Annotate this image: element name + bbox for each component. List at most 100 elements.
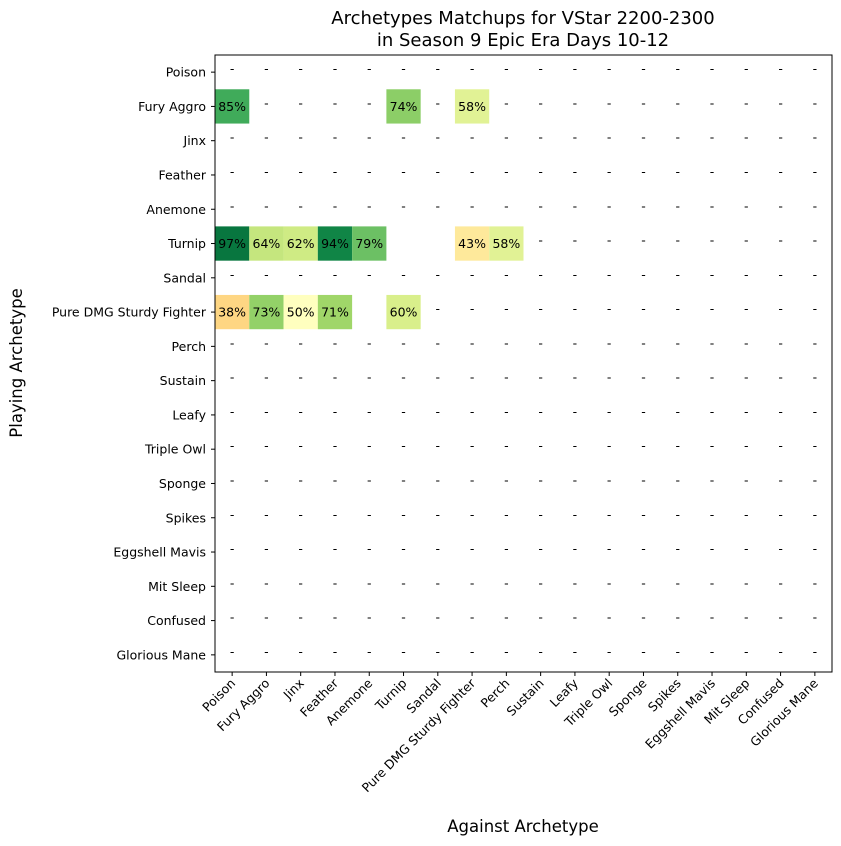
cell-label-turnip-vs-jinx: 62% — [287, 236, 315, 251]
missing-marker: - — [573, 370, 578, 385]
missing-marker: - — [538, 610, 543, 625]
missing-marker: - — [675, 61, 680, 76]
missing-markers: - - - - - - - - - - - - - - - - - - - - - - - - - - - - - - - - - - - - - - - -… — [230, 61, 817, 659]
missing-marker: - — [436, 472, 441, 487]
missing-marker: - — [333, 164, 338, 179]
missing-marker: - — [333, 267, 338, 282]
missing-marker: - — [607, 438, 612, 453]
missing-marker: - — [744, 267, 749, 282]
missing-marker: - — [298, 95, 303, 110]
missing-marker: - — [367, 438, 372, 453]
missing-marker: - — [744, 95, 749, 110]
missing-marker: - — [573, 507, 578, 522]
missing-marker: - — [573, 233, 578, 248]
missing-marker: - — [264, 404, 269, 419]
missing-marker: - — [641, 404, 646, 419]
missing-marker: - — [470, 438, 475, 453]
cell-turnip-vs-poison — [215, 226, 250, 261]
missing-marker: - — [504, 61, 509, 76]
missing-marker: - — [813, 507, 818, 522]
y-tick-label-mit-sleep: Mit Sleep — [148, 579, 206, 594]
missing-marker: - — [538, 438, 543, 453]
missing-marker: - — [675, 370, 680, 385]
missing-marker: - — [538, 233, 543, 248]
missing-marker: - — [573, 575, 578, 590]
missing-marker: - — [538, 198, 543, 213]
missing-marker: - — [504, 404, 509, 419]
missing-marker: - — [538, 644, 543, 659]
missing-marker: - — [504, 472, 509, 487]
missing-marker: - — [504, 267, 509, 282]
missing-marker: - — [778, 233, 783, 248]
missing-marker: - — [264, 335, 269, 350]
missing-marker: - — [641, 267, 646, 282]
missing-marker: - — [230, 370, 235, 385]
missing-marker: - — [367, 95, 372, 110]
missing-marker: - — [470, 335, 475, 350]
missing-marker: - — [230, 164, 235, 179]
missing-marker: - — [230, 267, 235, 282]
missing-marker: - — [675, 575, 680, 590]
missing-marker: - — [778, 404, 783, 419]
missing-marker: - — [607, 233, 612, 248]
missing-marker: - — [333, 198, 338, 213]
missing-marker: - — [230, 61, 235, 76]
missing-marker: - — [744, 233, 749, 248]
cell-label-pure-dmg-sturdy-fighter-vs-turnip: 60% — [390, 305, 418, 320]
missing-marker: - — [504, 541, 509, 556]
missing-marker: - — [367, 575, 372, 590]
missing-marker: - — [538, 130, 543, 145]
missing-marker: - — [401, 370, 406, 385]
missing-marker: - — [607, 404, 612, 419]
missing-marker: - — [813, 438, 818, 453]
missing-marker: - — [744, 335, 749, 350]
missing-marker: - — [470, 61, 475, 76]
missing-marker: - — [333, 61, 338, 76]
missing-marker: - — [436, 95, 441, 110]
missing-marker: - — [230, 610, 235, 625]
plot-frame — [214, 54, 833, 673]
missing-marker: - — [641, 233, 646, 248]
missing-marker: - — [813, 575, 818, 590]
missing-marker: - — [401, 130, 406, 145]
missing-marker: - — [813, 472, 818, 487]
missing-marker: - — [778, 507, 783, 522]
missing-marker: - — [367, 472, 372, 487]
missing-marker: - — [333, 541, 338, 556]
missing-marker: - — [641, 61, 646, 76]
missing-marker: - — [641, 301, 646, 316]
missing-marker: - — [298, 507, 303, 522]
missing-marker: - — [778, 370, 783, 385]
missing-marker: - — [470, 267, 475, 282]
missing-marker: - — [675, 95, 680, 110]
missing-marker: - — [298, 267, 303, 282]
missing-marker: - — [641, 438, 646, 453]
x-tick-label-sustain: Sustain — [503, 676, 546, 719]
missing-marker: - — [504, 438, 509, 453]
missing-marker: - — [675, 472, 680, 487]
missing-marker: - — [264, 370, 269, 385]
y-tick-label-turnip: Turnip — [167, 236, 206, 251]
cell-fury-aggro-vs-pure-dmg-sturdy-fighter — [454, 89, 490, 124]
missing-marker: - — [710, 130, 715, 145]
missing-marker: - — [333, 335, 338, 350]
cell-turnip-vs-pure-dmg-sturdy-fighter — [454, 226, 490, 261]
missing-marker: - — [813, 541, 818, 556]
missing-marker: - — [436, 541, 441, 556]
y-tick-label-sustain: Sustain — [160, 373, 206, 388]
missing-marker: - — [401, 644, 406, 659]
missing-marker: - — [778, 438, 783, 453]
missing-marker: - — [607, 610, 612, 625]
y-axis-ticks: Poison Fury Aggro Jinx Feather Anemone Turnip… — [52, 65, 215, 662]
missing-marker: - — [573, 472, 578, 487]
missing-marker: - — [264, 95, 269, 110]
y-tick-label-leafy: Leafy — [172, 407, 206, 422]
y-tick-label-triple-owl: Triple Owl — [144, 442, 206, 457]
missing-marker: - — [607, 130, 612, 145]
missing-marker: - — [401, 610, 406, 625]
cell-label-fury-aggro-vs-poison: 85% — [218, 99, 246, 114]
chart-title: Archetypes Matchups for VStar 2200-2300 … — [331, 8, 714, 51]
missing-marker: - — [504, 198, 509, 213]
missing-marker: - — [367, 61, 372, 76]
missing-marker: - — [675, 335, 680, 350]
